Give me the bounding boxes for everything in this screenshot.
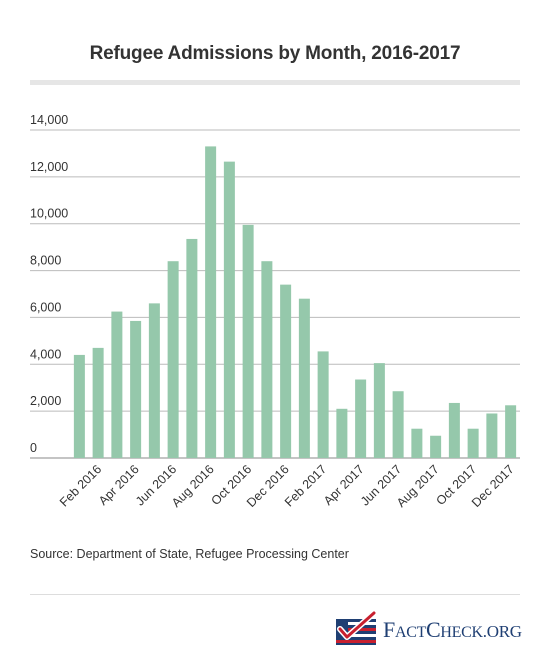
bar-oct-2016 [242,224,254,458]
bars [73,146,517,458]
bar-jan-2017 [298,298,310,458]
y-tick-label: 6,000 [30,300,61,314]
y-tick-label: 4,000 [30,347,61,361]
bar-feb-2016 [92,347,104,458]
bar-jan-2016 [73,354,85,458]
y-tick-label: 12,000 [30,160,68,174]
bar-sep-2016 [223,161,235,458]
bar-sep-2017 [448,402,460,458]
bar-mar-2016 [111,311,123,458]
x-tick-label: Feb 2016 [57,462,104,509]
title-divider [30,80,520,85]
bar-chart: 02,0004,0006,0008,00010,00012,00014,000 … [30,113,520,510]
footer-divider [30,594,520,595]
bar-may-2016 [148,303,160,458]
chart-title: Refugee Admissions by Month, 2016-2017 [89,43,461,64]
bar-dec-2017 [505,405,517,458]
y-tick-label: 0 [30,441,37,455]
bar-apr-2016 [130,320,142,458]
source-note: Source: Department of State, Refugee Pro… [30,547,349,561]
bar-jul-2016 [186,238,198,458]
bar-aug-2016 [205,146,217,458]
y-tick-label: 2,000 [30,394,61,408]
factcheck-logo[interactable]: FACTCHECK.ORG [334,611,522,647]
bar-may-2017 [373,363,385,458]
y-tick-label: 14,000 [30,113,68,127]
bar-feb-2017 [317,351,329,458]
y-tick-label: 8,000 [30,254,61,268]
y-tick-label: 10,000 [30,207,68,221]
bar-mar-2017 [336,408,348,458]
bar-dec-2016 [280,284,292,458]
logo-wordmark: FACTCHECK.ORG [383,617,522,642]
bar-oct-2017 [467,428,479,458]
y-axis-ticks: 0 2,000 4,000 6,000 8,000 10,000 12,000 14,000 [30,113,68,455]
bar-apr-2017 [355,379,367,458]
bar-jul-2017 [411,428,423,458]
bar-aug-2017 [430,435,442,458]
bar-jun-2017 [392,391,404,458]
bar-nov-2017 [486,413,498,458]
bar-nov-2016 [261,261,273,458]
bar-jun-2016 [167,261,179,458]
flag-check-icon [336,611,377,645]
x-tick-label: Feb 2017 [282,462,329,509]
